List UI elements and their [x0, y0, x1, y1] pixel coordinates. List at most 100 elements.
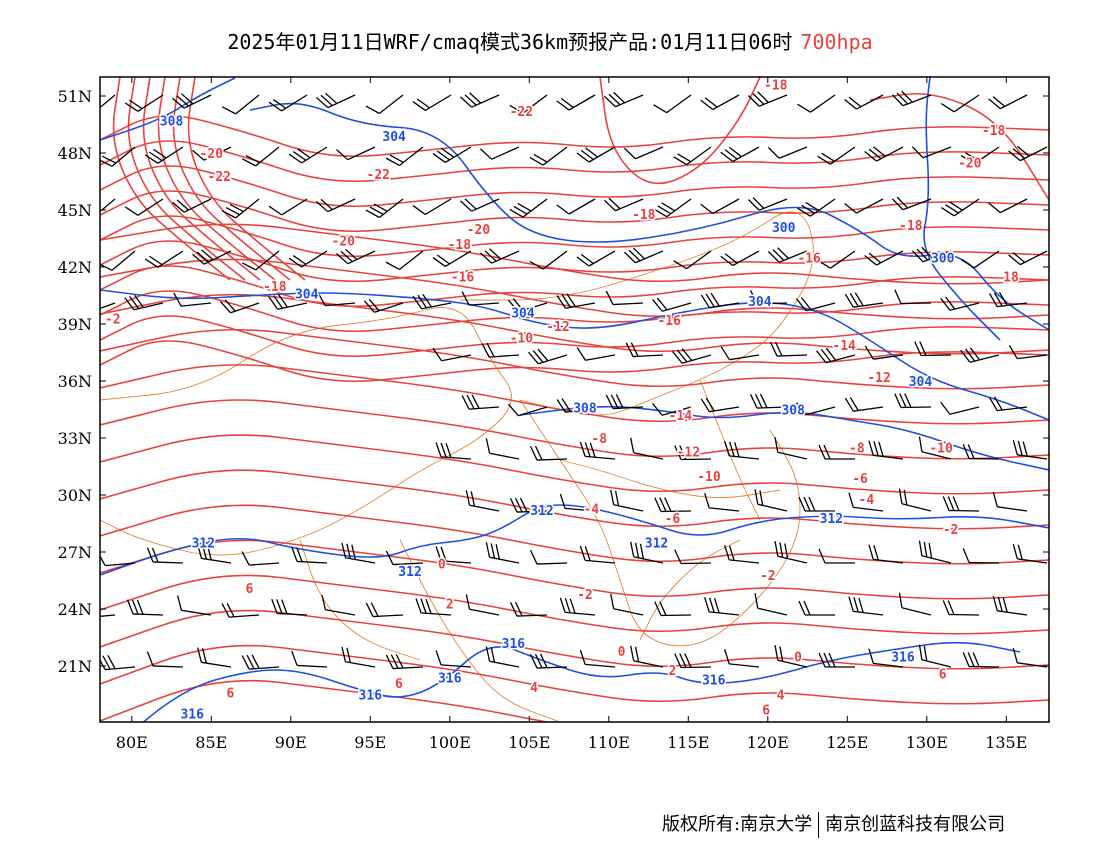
lon-label: 105E [508, 733, 550, 752]
wind-barb [992, 595, 1028, 616]
wind-barb [336, 146, 376, 161]
temperature-label: -6 [665, 512, 681, 527]
wind-barb [674, 549, 712, 565]
wind-barb [749, 289, 788, 305]
plot-frame [99, 76, 1050, 723]
wind-barb [625, 342, 664, 358]
wind-barb [192, 249, 232, 265]
temperature-line [100, 679, 552, 722]
wind-barb [747, 91, 788, 107]
wind-barb [918, 436, 952, 460]
wind-barb [529, 549, 568, 565]
wind-barb [556, 398, 596, 413]
wind-barb [1008, 250, 1048, 266]
wind-barb [556, 293, 596, 309]
wind-barb [844, 198, 884, 214]
wind-barb [749, 393, 788, 409]
wind-barb [918, 540, 952, 564]
wind-barb [767, 146, 808, 159]
wind-barb [221, 94, 260, 115]
wind-barb [100, 551, 136, 567]
lon-label: 100E [429, 733, 471, 752]
wind-barb [940, 296, 980, 311]
wind-barb [653, 94, 692, 114]
temperature-isolines [100, 77, 1049, 722]
geopotential-label: 312 [530, 504, 553, 519]
wind-barb [767, 247, 808, 263]
boundary-line [399, 539, 561, 722]
wind-barb [173, 292, 212, 307]
wind-barb [603, 197, 644, 212]
lon-label: 130E [906, 733, 948, 752]
wind-barb [146, 547, 184, 564]
boundary-line [639, 539, 741, 641]
wind-barb [774, 437, 808, 460]
wind-barb [1012, 439, 1048, 460]
temperature-label: 6 [246, 582, 254, 597]
wind-barb [461, 394, 500, 410]
temperature-line [100, 223, 1049, 285]
wind-barb [816, 347, 856, 364]
wind-barb [485, 438, 520, 460]
wind-barb [507, 298, 548, 313]
geopotential-line [519, 405, 1049, 471]
geopotential-label: 316 [502, 637, 526, 652]
temperature-label: -12 [677, 445, 700, 460]
wind-barb [291, 546, 328, 564]
wind-barb [529, 146, 568, 166]
wind-barb [172, 198, 212, 213]
wind-barb [341, 542, 376, 564]
wind-barb [674, 445, 712, 461]
wind-barb [124, 94, 164, 112]
wind-barb [989, 396, 1028, 412]
wind-barb [630, 437, 664, 460]
wind-barb [144, 250, 184, 268]
temperature-label: -20 [200, 147, 224, 162]
temperature-line [100, 140, 1049, 183]
map-title: 2025年01月11日WRF/cmaq模式36km预报产品:01月11日06时 7… [0, 26, 1100, 55]
wind-barb [100, 198, 116, 219]
temperature-label: -8 [849, 442, 865, 457]
temperature-label: 8 [411, 730, 419, 745]
wind-barb [288, 250, 328, 268]
wind-barb [126, 599, 164, 616]
temperature-line [100, 215, 1049, 257]
temperature-label: -6 [852, 472, 868, 487]
wind-barb [415, 598, 452, 616]
wind-barb [848, 492, 884, 512]
wind-barb [868, 544, 904, 564]
wind-barb [365, 198, 404, 219]
wind-barb [868, 648, 904, 668]
wind-barb [605, 290, 644, 306]
lat-label: 24N [58, 600, 92, 619]
wind-barb [365, 602, 404, 618]
geopotential-label: 304 [748, 295, 772, 310]
wind-barb [864, 345, 904, 360]
temperature-labels: -18-22-20-22 -22-18-20-18-18-20-20-18-16-… [103, 77, 1020, 745]
temperature-label: 0 [794, 651, 802, 666]
temperature-label: -2 [105, 312, 121, 327]
wind-barb [509, 94, 548, 114]
temperature-line [142, 77, 261, 281]
temperature-label: -14 [832, 339, 856, 354]
wind-barb [1009, 345, 1048, 360]
wind-barb [144, 146, 184, 164]
wind-barb [435, 546, 472, 564]
wind-barb [774, 645, 808, 668]
wind-barb [603, 91, 644, 108]
wind-barb [435, 442, 472, 460]
temperature-line [100, 258, 1049, 320]
geopotential-label: 304 [511, 307, 535, 322]
wind-barb [100, 655, 136, 671]
wind-barb [724, 649, 760, 668]
lat-label: 42N [58, 258, 92, 277]
geopotential-line [100, 289, 1049, 421]
lat-label: 51N [58, 87, 92, 106]
temperature-label: 2 [446, 597, 454, 612]
company-text: 南京创蓝科技有限公司 [825, 814, 1006, 835]
wind-barb [579, 545, 616, 564]
wind-barb [321, 594, 356, 616]
temperature-label: -10 [697, 470, 721, 485]
temperature-label: 6 [395, 677, 403, 692]
wind-barb [271, 598, 308, 616]
